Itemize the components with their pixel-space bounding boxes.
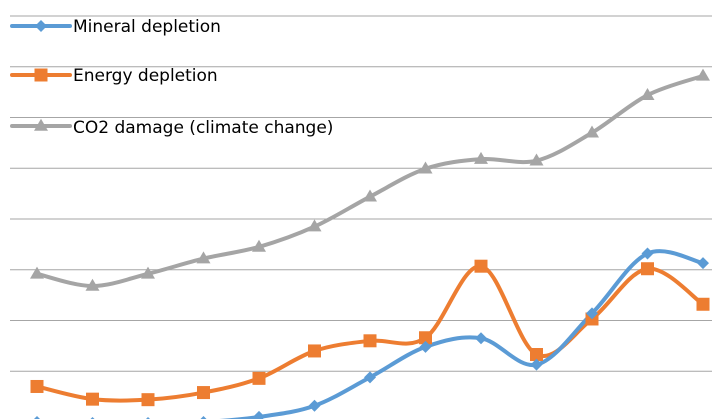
point-square-2 bbox=[86, 392, 99, 406]
point-triangle-5 bbox=[252, 239, 266, 252]
gridlines bbox=[10, 15, 712, 372]
point-square-10 bbox=[530, 348, 543, 362]
point-triangle-7 bbox=[363, 189, 377, 202]
legend-symbol-co2 bbox=[10, 118, 72, 131]
point-diamond-8 bbox=[419, 340, 432, 353]
legend-entry-mineral: Mineral depletion bbox=[10, 17, 221, 37]
point-diamond-13 bbox=[697, 257, 709, 270]
point-diamond-5 bbox=[253, 410, 265, 419]
legend-entry-energy: Energy depletion bbox=[10, 66, 218, 86]
point-triangle-3 bbox=[141, 266, 155, 279]
point-diamond-10 bbox=[530, 358, 543, 371]
legend-label-energy: Energy depletion bbox=[73, 66, 218, 86]
point-triangle-1 bbox=[30, 266, 44, 279]
point-square-9 bbox=[474, 259, 488, 273]
point-diamond-4 bbox=[200, 416, 207, 419]
legend-marker-triangle bbox=[34, 118, 48, 131]
point-triangle-13 bbox=[696, 68, 710, 81]
point-diamond-9 bbox=[475, 332, 487, 345]
point-diamond-12 bbox=[641, 247, 654, 260]
point-triangle-6 bbox=[307, 219, 322, 232]
point-diamond-11 bbox=[586, 307, 598, 320]
point-diamond-6 bbox=[308, 399, 321, 412]
point-square-6 bbox=[308, 344, 321, 358]
point-square-13 bbox=[696, 297, 710, 311]
point-square-3 bbox=[141, 393, 155, 407]
point-square-4 bbox=[197, 386, 210, 400]
point-triangle-2 bbox=[85, 278, 100, 291]
point-triangle-10 bbox=[529, 153, 544, 166]
legend-label-mineral: Mineral depletion bbox=[73, 17, 221, 37]
point-square-12 bbox=[641, 262, 654, 276]
legend-marker-square bbox=[34, 68, 48, 82]
legend-symbol-energy bbox=[10, 68, 72, 82]
legend: Mineral depletion Energy depletion CO2 d… bbox=[10, 17, 333, 138]
legend-symbol-mineral bbox=[10, 20, 72, 32]
point-triangle-11 bbox=[585, 125, 599, 138]
point-square-1 bbox=[30, 379, 44, 393]
series-markers bbox=[30, 68, 710, 419]
point-diamond-7 bbox=[364, 371, 376, 384]
point-square-8 bbox=[419, 331, 432, 345]
point-diamond-1 bbox=[34, 416, 40, 419]
point-square-5 bbox=[252, 371, 266, 385]
point-triangle-12 bbox=[640, 87, 655, 100]
legend-marker-diamond bbox=[35, 20, 47, 32]
point-triangle-9 bbox=[474, 151, 488, 164]
series-line-triangle bbox=[35, 73, 705, 288]
point-square-7 bbox=[363, 334, 377, 348]
legend-label-co2: CO2 damage (climate change) bbox=[73, 118, 333, 138]
point-triangle-4 bbox=[196, 251, 211, 264]
legend-entry-co2: CO2 damage (climate change) bbox=[10, 118, 333, 138]
point-triangle-8 bbox=[418, 161, 433, 174]
